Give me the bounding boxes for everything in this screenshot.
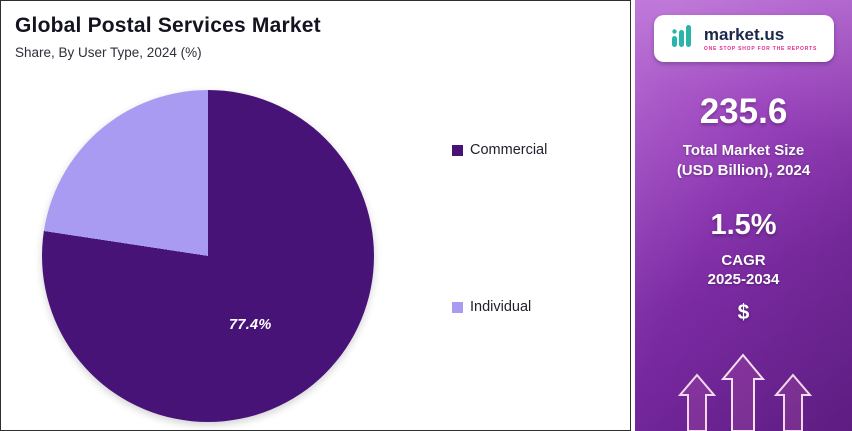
legend-item-commercial: Commercial (452, 142, 547, 158)
marketus-tagline: ONE STOP SHOP FOR THE REPORTS (703, 45, 818, 52)
legend-label-commercial: Commercial (470, 142, 548, 158)
growth-arrows-icon (677, 353, 813, 431)
market-size-label-line2: (USD Billion), 2024 (676, 162, 811, 180)
marketus-logo-text: market.us ONE STOP SHOP FOR THE REPORTS (704, 26, 817, 52)
chart-panel: Global Postal Services Market Share, By … (0, 0, 631, 431)
pie-slice-label-commercial: 77.4% (229, 317, 272, 333)
legend-item-individual: Individual (452, 299, 531, 315)
pie-chart (42, 90, 374, 422)
chart-title: Global Postal Services Market (15, 14, 321, 37)
chart-header: Global Postal Services Market Share, By … (1, 1, 630, 69)
marketus-logo: market.us ONE STOP SHOP FOR THE REPORTS (653, 15, 834, 62)
market-size-label-line1: Total Market Size (682, 142, 805, 159)
chart-subtitle: Share, By User Type, 2024 (%) (15, 45, 202, 60)
legend-swatch-commercial (452, 144, 463, 156)
dollar-symbol: $ (737, 300, 750, 324)
brand-sidebar: market.us ONE STOP SHOP FOR THE REPORTS … (635, 0, 852, 431)
cagr-period: 2025-2034 (707, 270, 780, 288)
legend-label-individual: Individual (470, 299, 532, 315)
market-size-label: Total Market Size (USD Billion), 2024 (635, 141, 852, 182)
marketus-logo-icon (670, 23, 696, 54)
marketus-brand: market.us (703, 24, 785, 44)
cagr-value: 1.5% (710, 208, 777, 241)
cagr-label: CAGR (721, 251, 766, 269)
market-size-value: 235.6 (699, 92, 788, 131)
legend-swatch-individual (452, 301, 463, 313)
